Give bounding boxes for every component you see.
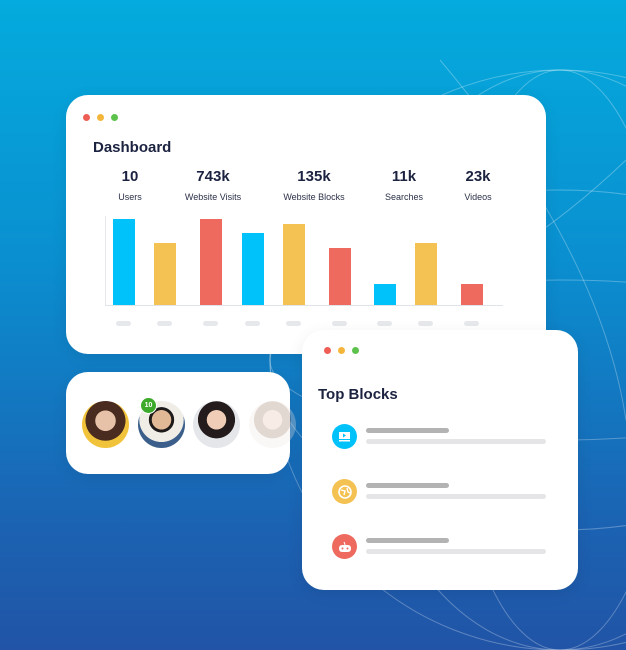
bar[interactable] bbox=[461, 283, 483, 305]
bar[interactable] bbox=[329, 247, 351, 305]
minimize-dot[interactable] bbox=[97, 114, 104, 121]
bar-chart bbox=[105, 216, 503, 306]
x-axis-label-placeholder bbox=[116, 321, 131, 326]
x-axis-label-placeholder bbox=[418, 321, 433, 326]
video-icon bbox=[332, 424, 357, 449]
bar[interactable] bbox=[242, 232, 264, 305]
x-axis-label-placeholder bbox=[203, 321, 218, 326]
close-dot[interactable] bbox=[83, 114, 90, 121]
avatar-woman-faded[interactable] bbox=[249, 401, 296, 448]
dashboard-card: Dashboard 10 Users 743k Website Visits 135… bbox=[66, 95, 546, 354]
bar[interactable] bbox=[200, 218, 222, 305]
bar[interactable] bbox=[374, 283, 396, 305]
x-axis-label-placeholder bbox=[245, 321, 260, 326]
x-axis-label-placeholder bbox=[157, 321, 172, 326]
window-controls bbox=[83, 114, 118, 121]
stat-website-visits: 743k Website Visits bbox=[184, 168, 242, 202]
top-blocks-title: Top Blocks bbox=[318, 386, 398, 403]
stat-videos: 23k Videos bbox=[464, 168, 492, 202]
globe-icon bbox=[332, 479, 357, 504]
maximize-dot[interactable] bbox=[352, 347, 359, 354]
list-item[interactable] bbox=[332, 534, 552, 560]
avatar-woman-2[interactable] bbox=[193, 401, 240, 448]
bar[interactable] bbox=[113, 218, 135, 305]
top-blocks-card: Top Blocks bbox=[302, 330, 578, 590]
stat-searches: 11k Searches bbox=[384, 168, 424, 202]
bar[interactable] bbox=[415, 243, 437, 305]
list-item[interactable] bbox=[332, 479, 552, 505]
users-card: 10 bbox=[66, 372, 296, 474]
x-axis-label-placeholder bbox=[464, 321, 479, 326]
minimize-dot[interactable] bbox=[338, 347, 345, 354]
x-axis-label-placeholder bbox=[377, 321, 392, 326]
x-axis-label-placeholder bbox=[286, 321, 301, 326]
close-dot[interactable] bbox=[324, 347, 331, 354]
page-title: Dashboard bbox=[93, 139, 172, 156]
bar[interactable] bbox=[154, 243, 176, 305]
notification-badge: 10 bbox=[140, 397, 157, 414]
avatar-woman-1[interactable] bbox=[82, 401, 129, 448]
window-controls bbox=[324, 347, 359, 354]
x-axis-label-placeholder bbox=[332, 321, 347, 326]
maximize-dot[interactable] bbox=[111, 114, 118, 121]
game-controller-icon bbox=[332, 534, 357, 559]
bar[interactable] bbox=[283, 224, 305, 305]
stat-website-blocks: 135k Website Blocks bbox=[283, 168, 345, 202]
list-item[interactable] bbox=[332, 424, 552, 450]
stat-users: 10 Users bbox=[118, 168, 142, 202]
